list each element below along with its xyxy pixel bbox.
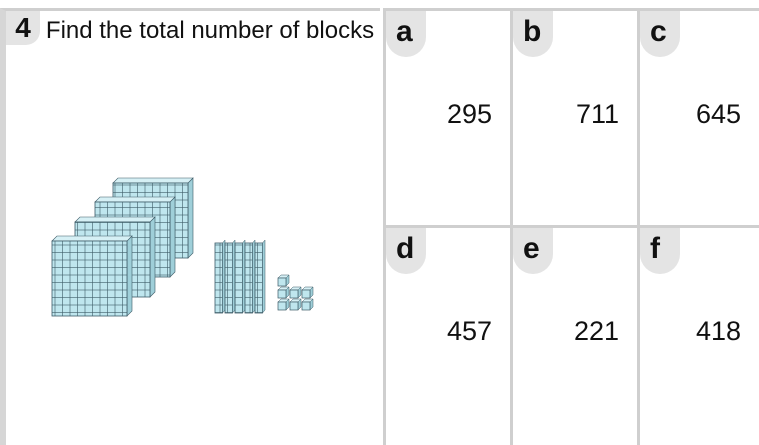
rod [215,243,223,313]
flat-top [75,217,155,222]
letter-badge [640,228,680,274]
cube [290,290,298,298]
cube [290,302,298,310]
cube [278,302,286,310]
answer-cell: d 457 [383,225,510,445]
option-value: 295 [447,99,492,130]
flat-top [52,236,132,241]
question-number: 4 [6,11,40,45]
cube [278,290,286,298]
cube [278,278,286,286]
option-letter: c [650,15,667,49]
answer-cell: a 295 [383,8,510,225]
flat [52,241,127,316]
question-text: Find the total number of blocks [40,16,380,45]
answer-cell: c 645 [637,8,759,225]
flat-side [127,236,132,316]
option-value: 457 [447,316,492,347]
answer-cell: f 418 [637,225,759,445]
option-letter: d [396,232,414,266]
worksheet: 4 Find the total number of blocks a 295 b 7… [0,0,759,445]
option-letter: f [650,232,660,266]
rod [255,243,263,313]
cube [302,302,310,310]
option-value: 418 [696,316,741,347]
option-value: 645 [696,99,741,130]
option-value: 711 [576,99,619,130]
option-letter: e [523,232,540,266]
flat-top [113,178,193,183]
flat-side [150,217,155,297]
option-letter: b [523,15,541,49]
rod [225,243,233,313]
rod-side [263,240,266,313]
option-value: 221 [574,316,619,347]
cube [302,290,310,298]
rod [245,243,253,313]
flat-side [170,197,175,277]
flat-side [188,178,193,258]
base-ten-blocks [40,170,340,330]
answer-cell: b 711 [510,8,637,225]
page: 4 Find the total number of blocks a 295 b 7… [0,0,759,445]
rod [235,243,243,313]
option-letter: a [396,15,413,49]
flat-top [95,197,175,202]
answer-cell: e 221 [510,225,637,445]
